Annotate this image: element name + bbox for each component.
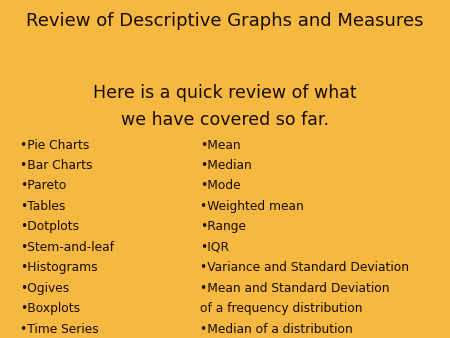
Text: •Stem-and-leaf: •Stem-and-leaf (20, 241, 114, 254)
Text: •Variance and Standard Deviation: •Variance and Standard Deviation (200, 261, 409, 274)
Text: •Tables: •Tables (20, 200, 65, 213)
Text: •Histograms: •Histograms (20, 261, 98, 274)
Text: •Mode: •Mode (200, 179, 241, 192)
Text: •Bar Charts: •Bar Charts (20, 159, 93, 172)
Text: Here is a quick review of what: Here is a quick review of what (93, 84, 357, 102)
Text: of a frequency distribution: of a frequency distribution (200, 302, 363, 315)
Text: •Mean and Standard Deviation: •Mean and Standard Deviation (200, 282, 390, 295)
Text: Review of Descriptive Graphs and Measures: Review of Descriptive Graphs and Measure… (26, 12, 424, 30)
Text: •Pareto: •Pareto (20, 179, 67, 192)
Text: •Ogives: •Ogives (20, 282, 69, 295)
Text: •Mean: •Mean (200, 139, 241, 151)
Text: •Dotplots: •Dotplots (20, 220, 79, 233)
Text: •Time Series: •Time Series (20, 322, 99, 336)
Text: •Pie Charts: •Pie Charts (20, 139, 90, 151)
Text: we have covered so far.: we have covered so far. (121, 111, 329, 129)
Text: •Weighted mean: •Weighted mean (200, 200, 304, 213)
Text: •Median of a distribution: •Median of a distribution (200, 322, 353, 336)
Text: •IQR: •IQR (200, 241, 229, 254)
Text: •Boxplots: •Boxplots (20, 302, 80, 315)
Text: •Range: •Range (200, 220, 246, 233)
Text: •Median: •Median (200, 159, 252, 172)
